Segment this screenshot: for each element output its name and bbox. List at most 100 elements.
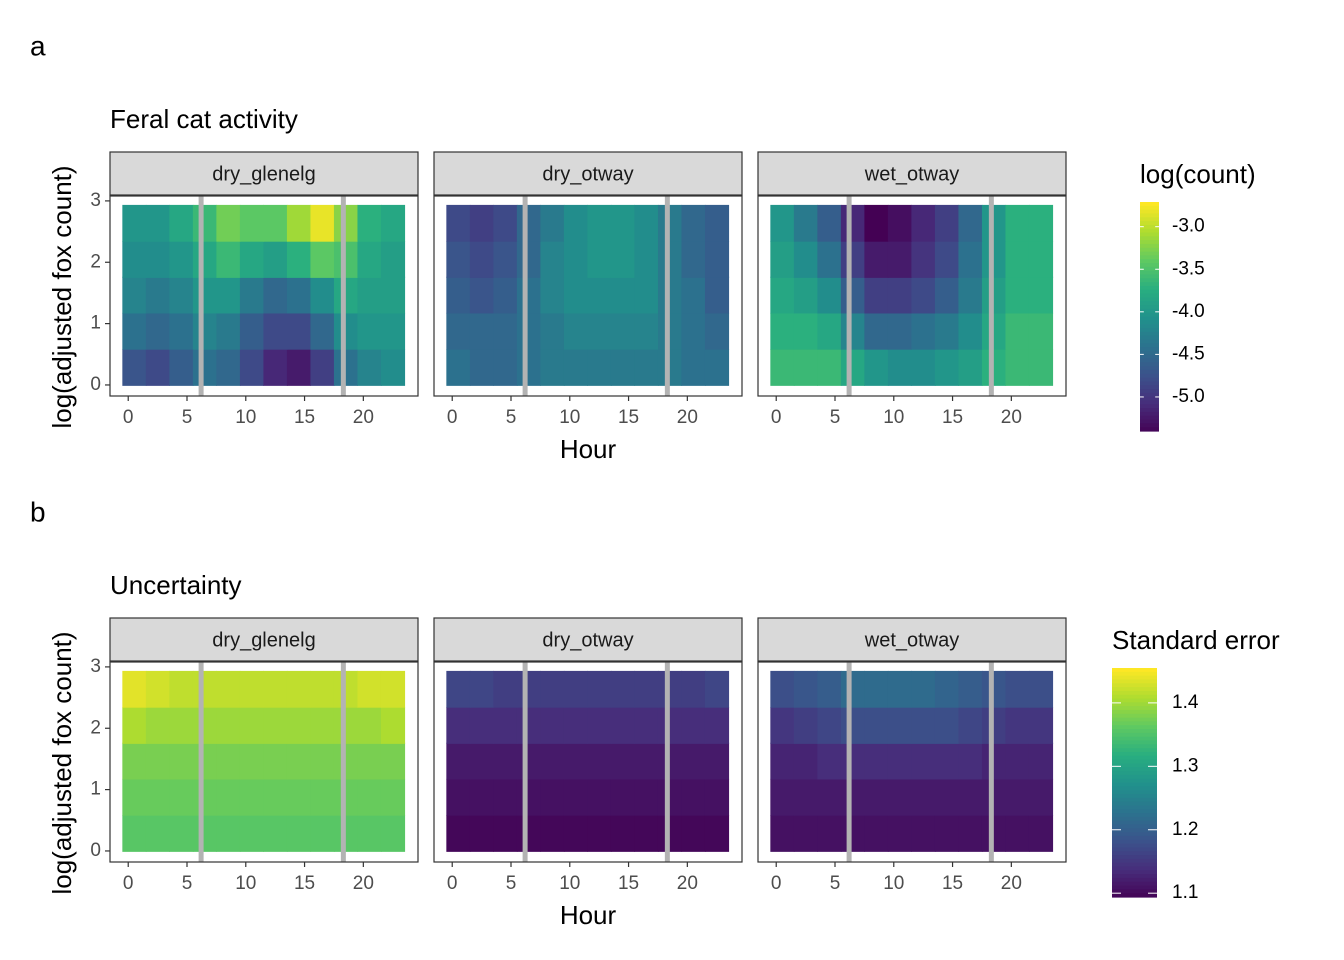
heat-cell — [516, 742, 541, 780]
panel-tag: b — [30, 496, 46, 527]
x-tick-label: 15 — [942, 407, 963, 428]
heat-cell — [911, 276, 936, 314]
x-tick-label: 20 — [353, 873, 374, 894]
colorbar-step — [1112, 816, 1157, 822]
colorbar-step — [1140, 331, 1159, 337]
heat-cell — [239, 241, 265, 278]
colorbar-step — [1112, 847, 1157, 852]
colorbar-step — [1140, 316, 1159, 321]
heat-cell — [286, 815, 312, 852]
heat-cell — [357, 670, 382, 708]
panel-border — [433, 661, 743, 863]
heat-cell — [516, 241, 541, 278]
heat-cell — [958, 742, 983, 780]
heat-cell — [563, 312, 589, 350]
heat-cell — [469, 778, 494, 816]
heat-cell — [817, 241, 842, 278]
heat-cell — [934, 707, 960, 744]
colorbar-step — [1140, 362, 1159, 367]
colorbar-step — [1112, 820, 1157, 826]
colorbar-step — [1140, 312, 1159, 318]
heat-cell — [681, 670, 706, 708]
heat-cell — [864, 670, 889, 708]
x-tick-label: 20 — [677, 873, 698, 894]
colorbar-step — [1112, 832, 1157, 837]
heat-cell — [681, 349, 706, 386]
heat-cell — [469, 349, 494, 386]
colorbar-step — [1112, 839, 1157, 845]
heat-cell — [563, 204, 589, 242]
heat-cell — [770, 241, 795, 278]
heat-cell — [216, 778, 241, 816]
colorbar-step — [1112, 862, 1157, 868]
facet-label: wet_otway — [864, 629, 960, 651]
colorbar-step — [1112, 698, 1157, 703]
colorbar-step — [1140, 358, 1159, 363]
heat-cell — [145, 349, 170, 386]
facet-strip — [109, 151, 419, 196]
heat-cell — [516, 707, 541, 744]
heat-cell — [333, 670, 359, 708]
colorbar-step — [1112, 774, 1157, 780]
heat-cell — [516, 276, 541, 314]
heat-cell — [958, 670, 983, 708]
colorbar-step — [1140, 354, 1159, 360]
heat-cell — [469, 815, 494, 852]
heat-cell — [770, 778, 795, 816]
heat-cell — [493, 742, 518, 780]
heat-cell — [981, 778, 1007, 816]
heat-cell — [610, 670, 636, 708]
heat-cell — [239, 815, 265, 852]
heat-cell — [192, 670, 217, 708]
heat-cell — [122, 349, 147, 386]
colorbar-step — [1140, 308, 1159, 314]
heat-cell — [540, 276, 565, 314]
heat-cell — [887, 742, 913, 780]
heat-cell — [587, 312, 612, 350]
heat-cell — [122, 204, 147, 242]
colorbar-step — [1112, 870, 1157, 875]
heat-cell — [657, 778, 683, 816]
heat-cell — [587, 670, 612, 708]
colorbar-step — [1140, 232, 1159, 237]
heat-cell — [310, 707, 335, 744]
colorbar-step — [1140, 381, 1159, 386]
heat-cell — [958, 204, 983, 242]
colorbar-step — [1140, 335, 1159, 340]
heat-cell — [239, 670, 265, 708]
colorbar-step — [1112, 706, 1157, 711]
heat-cell — [958, 707, 983, 744]
heat-cell — [887, 312, 913, 350]
heat-cell — [864, 349, 889, 386]
heat-cell — [1005, 204, 1030, 242]
heat-cell — [981, 670, 1007, 708]
heat-cell — [1005, 349, 1030, 386]
x-tick-label: 0 — [447, 873, 458, 894]
heat-cell — [380, 204, 406, 242]
heat-cell — [934, 349, 960, 386]
heat-cell — [657, 241, 683, 278]
colorbar-step — [1140, 297, 1159, 302]
heat-cell — [310, 349, 335, 386]
heat-cell — [1005, 276, 1030, 314]
heat-cell — [1028, 742, 1054, 780]
heat-cell — [357, 204, 382, 242]
x-tick-label: 5 — [506, 407, 517, 428]
heat-cell — [634, 276, 659, 314]
x-tick-label: 10 — [235, 873, 256, 894]
heat-cell — [681, 241, 706, 278]
heat-cell — [122, 778, 147, 816]
colorbar-step — [1140, 289, 1159, 295]
heat-cell — [122, 241, 147, 278]
heat-cell — [446, 707, 471, 744]
heat-cell — [634, 670, 659, 708]
heat-cell — [981, 742, 1007, 780]
heat-cell — [634, 312, 659, 350]
x-tick-label: 10 — [883, 873, 904, 894]
heat-cell — [657, 815, 683, 852]
heat-cell — [911, 204, 936, 242]
panel-border — [757, 195, 1067, 397]
colorbar-step — [1112, 721, 1157, 726]
heat-cell — [169, 349, 194, 386]
